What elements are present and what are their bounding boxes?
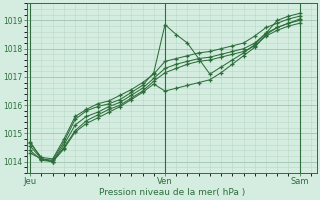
X-axis label: Pression niveau de la mer( hPa ): Pression niveau de la mer( hPa ) <box>99 188 245 197</box>
